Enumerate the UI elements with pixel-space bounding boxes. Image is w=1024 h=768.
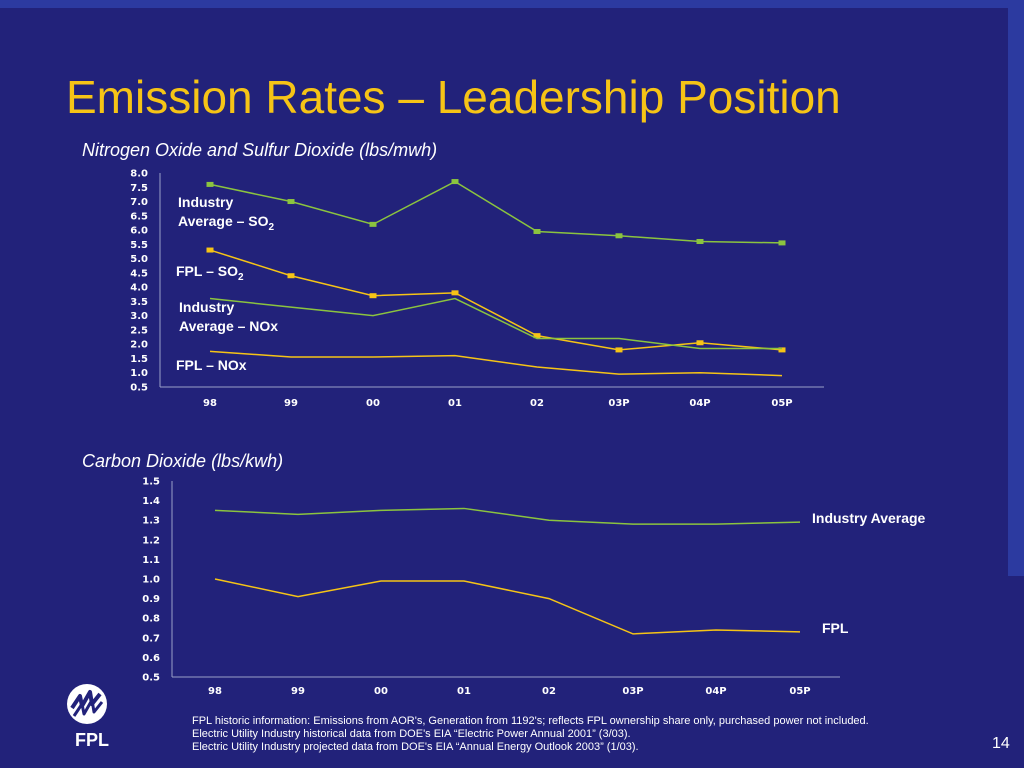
series-label: Industry	[179, 299, 234, 315]
y-tick-label: 0.5	[130, 383, 148, 394]
series-line	[209, 350, 783, 377]
data-point	[615, 233, 623, 239]
data-point	[533, 333, 541, 339]
data-point	[615, 347, 623, 353]
fpl-logo-mark-icon: FPL	[67, 684, 109, 750]
y-tick-label: 1.0	[142, 575, 160, 586]
y-tick-label: 3.0	[130, 311, 148, 322]
footnote-1: FPL historic information: Emissions from…	[192, 715, 869, 727]
series-label: FPL – SO2	[176, 263, 244, 283]
data-point	[206, 247, 214, 253]
x-tick-label: 98	[208, 686, 222, 697]
x-tick-label: 05P	[771, 398, 792, 409]
data-point	[778, 240, 786, 246]
y-tick-label: 2.5	[130, 325, 148, 336]
data-point	[206, 181, 214, 187]
y-tick-label: 1.2	[142, 535, 160, 546]
series-line	[209, 180, 783, 244]
x-tick-label: 04P	[705, 686, 726, 697]
y-tick-label: 3.5	[130, 297, 148, 308]
y-tick-label: 4.0	[130, 283, 148, 294]
chart1-subtitle: Nitrogen Oxide and Sulfur Dioxide (lbs/m…	[82, 140, 438, 160]
series-label: Industry	[178, 194, 233, 210]
y-tick-label: 1.0	[130, 368, 148, 379]
x-tick-label: 02	[530, 398, 544, 409]
data-point	[451, 179, 459, 185]
series-line	[209, 297, 782, 350]
y-tick-label: 5.0	[130, 254, 148, 265]
series-line	[214, 507, 801, 525]
top-accent-bar	[0, 0, 1024, 8]
slide-title: Emission Rates – Leadership Position	[66, 71, 841, 123]
y-tick-label: 7.0	[130, 197, 148, 208]
chart2-subtitle: Carbon Dioxide (lbs/kwh)	[82, 451, 284, 471]
y-tick-label: 2.0	[130, 340, 148, 351]
data-point	[696, 340, 704, 346]
footnotes: FPL historic information: Emissions from…	[192, 715, 992, 754]
y-tick-label: 7.5	[130, 183, 148, 194]
series-label: FPL	[822, 620, 849, 636]
y-tick-label: 1.4	[142, 496, 160, 507]
y-tick-label: 6.5	[130, 211, 148, 222]
x-tick-label: 03P	[608, 398, 629, 409]
y-tick-label: 0.5	[142, 673, 160, 684]
x-tick-label: 05P	[789, 686, 810, 697]
data-point	[696, 238, 704, 244]
right-accent-bar	[1008, 8, 1024, 576]
data-point	[369, 221, 377, 227]
y-tick-label: 0.9	[142, 594, 160, 605]
data-point	[369, 293, 377, 299]
page-number: 14	[992, 735, 1010, 752]
logo-text: FPL	[75, 730, 109, 750]
x-tick-label: 00	[374, 686, 388, 697]
y-tick-label: 0.8	[142, 614, 160, 625]
y-tick-label: 1.3	[142, 516, 160, 527]
footnote-2: Electric Utility Industry historical dat…	[192, 728, 631, 740]
data-point	[533, 228, 541, 234]
data-point	[287, 273, 295, 279]
x-tick-label: 01	[448, 398, 462, 409]
series-label: FPL – NOx	[176, 357, 247, 373]
data-point	[451, 290, 459, 296]
x-tick-label: 03P	[622, 686, 643, 697]
y-tick-label: 0.6	[142, 653, 160, 664]
chart-2-plot: 1.5 1.4 1.3 1.2 1.1 1.0 0.9 0.8 0.7 0.6 0.5 98 99 00 0…	[142, 477, 925, 698]
y-tick-label: 8.0	[130, 169, 148, 180]
data-point	[778, 347, 786, 353]
x-tick-label: 00	[366, 398, 380, 409]
fpl-logo: FPL	[60, 676, 156, 752]
x-tick-label: 99	[284, 398, 298, 409]
y-tick-label: 1.1	[142, 555, 160, 566]
x-tick-label: 98	[203, 398, 217, 409]
y-tick-label: 6.0	[130, 226, 148, 237]
x-tick-label: 01	[457, 686, 471, 697]
footnote-3: Electric Utility Industry projected data…	[192, 741, 639, 753]
series-line	[209, 249, 783, 351]
series-label: Average – NOx	[179, 318, 278, 334]
y-tick-label: 4.5	[130, 268, 148, 279]
series-line	[214, 578, 801, 635]
series-label: Average – SO2	[178, 213, 275, 233]
data-point	[287, 199, 295, 205]
y-tick-label: 0.7	[142, 633, 160, 644]
series-label: Industry Average	[812, 510, 926, 526]
chart-1-plot: 8.0 7.5 7.0 6.5 6.0 5.5 5.0 4.5 4.0 3.5 3.0 2.5 2.0 1…	[130, 169, 824, 409]
y-tick-label: 1.5	[142, 477, 160, 488]
x-tick-label: 04P	[689, 398, 710, 409]
x-tick-label: 02	[542, 686, 556, 697]
y-tick-label: 5.5	[130, 240, 148, 251]
y-tick-label: 1.5	[130, 354, 148, 365]
x-tick-label: 99	[291, 686, 305, 697]
